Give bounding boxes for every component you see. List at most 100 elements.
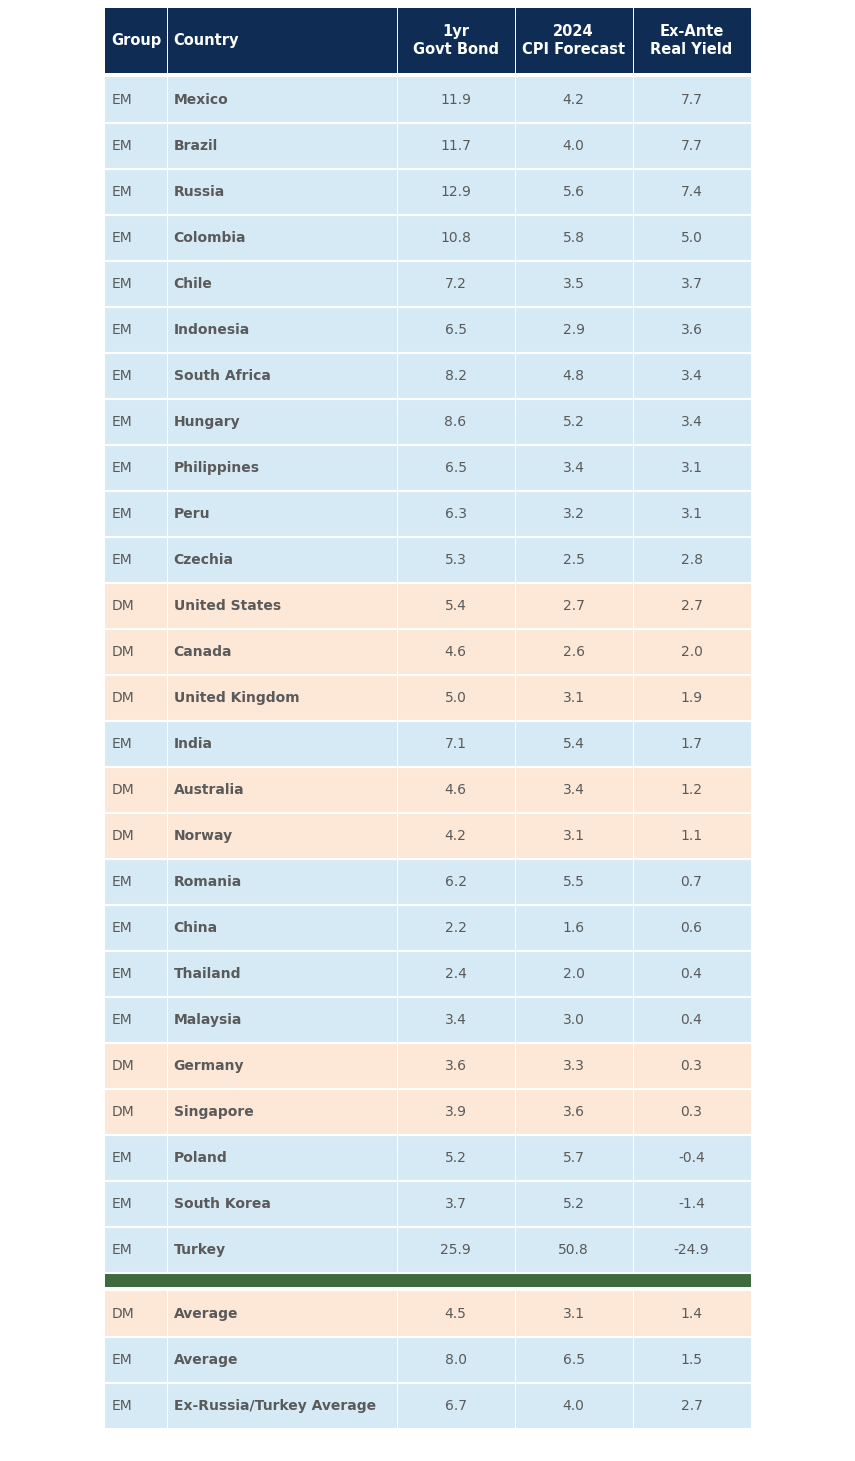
- Bar: [104, 262, 751, 307]
- Text: 3.3: 3.3: [563, 1059, 585, 1072]
- Text: China: China: [174, 920, 218, 935]
- Text: DM: DM: [111, 644, 134, 659]
- Text: EM: EM: [111, 875, 133, 888]
- Text: 2.2: 2.2: [445, 920, 467, 935]
- Text: Romania: Romania: [174, 875, 242, 888]
- Text: 3.6: 3.6: [681, 323, 703, 337]
- Text: DM: DM: [111, 1059, 134, 1072]
- Text: 2.7: 2.7: [681, 1400, 703, 1413]
- Bar: [104, 1292, 751, 1337]
- Bar: [104, 169, 751, 215]
- Text: 4.0: 4.0: [563, 1400, 585, 1413]
- Bar: [104, 859, 751, 904]
- Text: DM: DM: [111, 1105, 134, 1119]
- Text: Poland: Poland: [174, 1151, 227, 1164]
- Text: Canada: Canada: [174, 644, 232, 659]
- Text: 3.4: 3.4: [445, 1012, 467, 1027]
- Text: 1.5: 1.5: [681, 1353, 703, 1367]
- Bar: [104, 583, 751, 630]
- Text: 3.2: 3.2: [563, 507, 585, 522]
- Bar: [104, 7, 751, 73]
- Text: 7.7: 7.7: [681, 94, 703, 107]
- Text: DM: DM: [111, 691, 134, 706]
- Bar: [104, 123, 751, 169]
- Text: 3.1: 3.1: [563, 691, 585, 706]
- Text: 2.8: 2.8: [681, 554, 703, 567]
- Bar: [104, 1135, 751, 1180]
- Text: EM: EM: [111, 231, 133, 245]
- Text: 1.6: 1.6: [563, 920, 585, 935]
- Text: 7.4: 7.4: [681, 186, 703, 199]
- Text: -24.9: -24.9: [674, 1243, 710, 1256]
- Text: 3.1: 3.1: [563, 1308, 585, 1321]
- Text: EM: EM: [111, 278, 133, 291]
- Text: 4.2: 4.2: [563, 94, 585, 107]
- Text: 3.4: 3.4: [681, 370, 703, 383]
- Bar: [104, 1227, 751, 1273]
- Bar: [104, 1088, 751, 1135]
- Text: 6.7: 6.7: [445, 1400, 467, 1413]
- Text: 5.7: 5.7: [563, 1151, 585, 1164]
- Text: 6.5: 6.5: [445, 323, 467, 337]
- Bar: [104, 446, 751, 491]
- Text: 2.7: 2.7: [563, 599, 585, 614]
- Text: 3.1: 3.1: [681, 462, 703, 475]
- Bar: [104, 1337, 751, 1384]
- Text: 3.1: 3.1: [563, 828, 585, 843]
- Text: EM: EM: [111, 554, 133, 567]
- Bar: [104, 904, 751, 951]
- Text: Ex-Russia/Turkey Average: Ex-Russia/Turkey Average: [174, 1400, 375, 1413]
- Bar: [104, 996, 751, 1043]
- Text: Germany: Germany: [174, 1059, 244, 1072]
- Text: 50.8: 50.8: [558, 1243, 589, 1256]
- Bar: [104, 1287, 751, 1292]
- Text: South Africa: South Africa: [174, 370, 270, 383]
- Text: Malaysia: Malaysia: [174, 1012, 242, 1027]
- Text: 7.1: 7.1: [445, 736, 467, 751]
- Text: Turkey: Turkey: [174, 1243, 226, 1256]
- Text: EM: EM: [111, 1197, 133, 1211]
- Text: 4.5: 4.5: [445, 1308, 467, 1321]
- Text: 8.0: 8.0: [445, 1353, 467, 1367]
- Text: United States: United States: [174, 599, 280, 614]
- Text: Ex-Ante
Real Yield: Ex-Ante Real Yield: [651, 25, 733, 57]
- Text: EM: EM: [111, 1400, 133, 1413]
- Text: 0.6: 0.6: [681, 920, 703, 935]
- Text: 4.8: 4.8: [563, 370, 585, 383]
- Text: Thailand: Thailand: [174, 967, 241, 980]
- Text: 5.8: 5.8: [563, 231, 585, 245]
- Text: 3.6: 3.6: [563, 1105, 585, 1119]
- Text: 2.6: 2.6: [563, 644, 585, 659]
- Text: 5.0: 5.0: [681, 231, 703, 245]
- Text: Country: Country: [174, 34, 239, 48]
- Text: 5.6: 5.6: [563, 186, 585, 199]
- Text: 4.6: 4.6: [445, 644, 467, 659]
- Bar: [104, 215, 751, 262]
- Text: 1.9: 1.9: [681, 691, 703, 706]
- Text: 3.5: 3.5: [563, 278, 585, 291]
- Text: 3.4: 3.4: [563, 783, 585, 798]
- Text: Russia: Russia: [174, 186, 225, 199]
- Text: 8.2: 8.2: [445, 370, 467, 383]
- Text: EM: EM: [111, 507, 133, 522]
- Text: EM: EM: [111, 415, 133, 430]
- Text: 4.0: 4.0: [563, 139, 585, 153]
- Text: EM: EM: [111, 1012, 133, 1027]
- Text: Brazil: Brazil: [174, 139, 218, 153]
- Text: 6.5: 6.5: [445, 462, 467, 475]
- Text: Mexico: Mexico: [174, 94, 228, 107]
- Text: 3.6: 3.6: [445, 1059, 467, 1072]
- Bar: [104, 491, 751, 538]
- Text: Group: Group: [111, 34, 162, 48]
- Text: 5.2: 5.2: [563, 415, 585, 430]
- Text: 10.8: 10.8: [440, 231, 471, 245]
- Text: 5.5: 5.5: [563, 875, 585, 888]
- Text: Czechia: Czechia: [174, 554, 233, 567]
- Bar: [104, 675, 751, 720]
- Text: EM: EM: [111, 370, 133, 383]
- Text: EM: EM: [111, 139, 133, 153]
- Text: 11.7: 11.7: [440, 139, 471, 153]
- Text: Singapore: Singapore: [174, 1105, 253, 1119]
- Text: 1.1: 1.1: [681, 828, 703, 843]
- Text: Average: Average: [174, 1353, 238, 1367]
